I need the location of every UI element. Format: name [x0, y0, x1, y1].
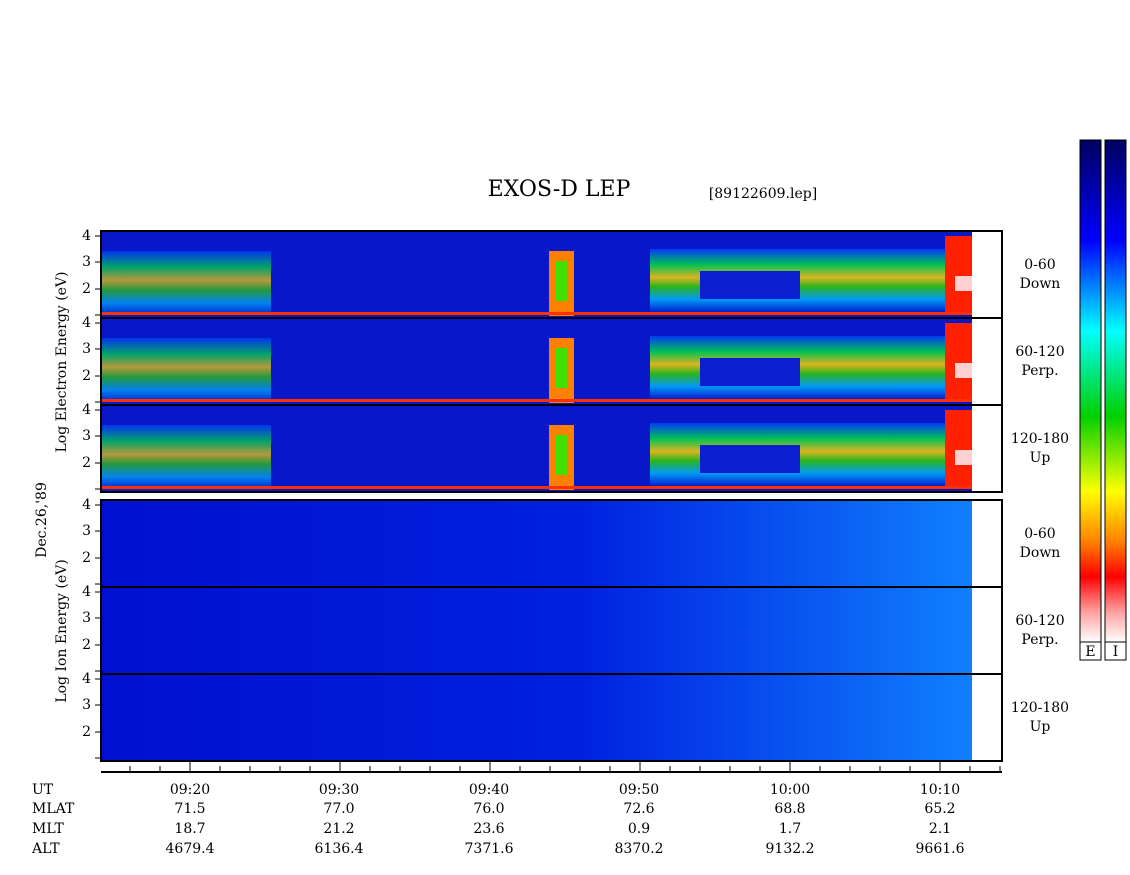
spectrogram-floor [101, 399, 972, 402]
spectrogram-bg [101, 674, 972, 761]
spectrogram-band [101, 251, 271, 316]
spectrogram-edge [945, 323, 972, 402]
y-tick-label: 4 [82, 671, 91, 687]
spectrogram-edge [955, 450, 972, 465]
ephemeris-value: 18.7 [174, 821, 205, 837]
spectrogram-floor [101, 486, 972, 489]
y-tick-label: 3 [82, 610, 91, 626]
spectrogram-hole [700, 271, 800, 299]
panel-range: 60-120 [1015, 344, 1064, 360]
panel-range: 120-180 [1011, 700, 1069, 716]
y-tick-label: 3 [82, 254, 91, 270]
spectrogram-band [101, 338, 271, 403]
y-tick-label: 3 [82, 341, 91, 357]
color-bar-label-box [1079, 641, 1102, 661]
y-tick-label: 2 [82, 455, 91, 471]
panel-range: 120-180 [1011, 431, 1069, 447]
y-tick-label: 2 [82, 281, 91, 297]
y-tick-label: 4 [82, 228, 91, 244]
ephemeris-value: 10:00 [770, 782, 810, 798]
y-tick-label: 3 [82, 428, 91, 444]
color-bar-label-box [1104, 641, 1127, 661]
y-tick-label: 4 [82, 497, 91, 513]
ephemeris-value: 2.1 [929, 821, 951, 837]
panel-direction: Perp. [1021, 632, 1058, 648]
spectrogram-edge [945, 410, 972, 489]
spectrogram-hole [700, 358, 800, 386]
ephemeris-value: 09:20 [170, 782, 210, 798]
y-tick-label: 4 [82, 402, 91, 418]
y-tick-label: 2 [82, 724, 91, 740]
ephemeris-value: 23.6 [473, 821, 504, 837]
panel-direction: Up [1030, 450, 1051, 466]
y-tick-label: 3 [82, 523, 91, 539]
panel-range: 0-60 [1024, 257, 1055, 273]
spectrogram-edge [955, 363, 972, 378]
spectrogram-band [650, 423, 972, 486]
spectrogram-burst [555, 261, 567, 301]
ephemeris-value: 65.2 [924, 801, 955, 817]
spectrogram-floor [101, 312, 972, 315]
spectrogram-band [101, 425, 271, 490]
y-tick-label: 2 [82, 550, 91, 566]
ephemeris-value: 09:50 [619, 782, 659, 798]
ephemeris-value: 6136.4 [315, 841, 364, 857]
ephemeris-value: 77.0 [323, 801, 354, 817]
spectrogram-hole [700, 445, 800, 473]
ephemeris-value: 8370.2 [615, 841, 664, 857]
y-tick-label: 2 [82, 368, 91, 384]
panel-frame [100, 673, 1003, 762]
panel-range: 0-60 [1024, 526, 1055, 542]
spectrogram-bg [101, 500, 972, 587]
ephemeris-value: 09:40 [469, 782, 509, 798]
spectrogram-band [650, 336, 972, 399]
ephemeris-label: MLT [32, 821, 64, 837]
color-bar [1104, 139, 1127, 643]
panel-direction: Up [1030, 719, 1051, 735]
ephemeris-value: 71.5 [174, 801, 205, 817]
ephemeris-value: 72.6 [623, 801, 654, 817]
ephemeris-value: 68.8 [774, 801, 805, 817]
ephemeris-value: 10:10 [920, 782, 960, 798]
file-name: [89122609.lep] [709, 186, 817, 202]
y-axis-label: Log Ion Energy (eV) [54, 559, 70, 702]
y-tick-label: 2 [82, 637, 91, 653]
ephemeris-value: 76.0 [473, 801, 504, 817]
ephemeris-value: 9132.2 [766, 841, 815, 857]
date: Dec.26,'89 [34, 482, 50, 558]
title: EXOS-D LEP [488, 177, 631, 202]
y-axis-label: Log Electron Energy (eV) [54, 271, 70, 452]
color-bar-label: E [1085, 644, 1095, 660]
panel-direction: Perp. [1021, 363, 1058, 379]
spectrogram-burst [555, 435, 567, 475]
spectrogram-bg [101, 587, 972, 674]
ephemeris-value: 9661.6 [916, 841, 965, 857]
y-tick-label: 3 [82, 697, 91, 713]
ephemeris-value: 21.2 [323, 821, 354, 837]
ephemeris-value: 7371.6 [465, 841, 514, 857]
panel-direction: Down [1020, 276, 1061, 292]
spectrogram-edge [955, 276, 972, 291]
color-bar [1079, 139, 1102, 643]
ephemeris-value: 09:30 [319, 782, 359, 798]
ephemeris-value: 0.9 [628, 821, 650, 837]
ephemeris-label: MLAT [32, 801, 75, 817]
panel-direction: Down [1020, 545, 1061, 561]
spectrogram-burst [555, 348, 567, 388]
spectrogram-edge [945, 236, 972, 315]
ephemeris-label: UT [32, 782, 54, 798]
y-tick-label: 4 [82, 584, 91, 600]
panel-range: 60-120 [1015, 613, 1064, 629]
ephemeris-label: ALT [31, 841, 60, 857]
color-bar-label: I [1113, 644, 1119, 660]
spectrogram-band [650, 249, 972, 312]
ephemeris-value: 1.7 [779, 821, 801, 837]
ephemeris-value: 4679.4 [166, 841, 215, 857]
panel-frame [100, 404, 1003, 493]
y-tick-label: 4 [82, 315, 91, 331]
